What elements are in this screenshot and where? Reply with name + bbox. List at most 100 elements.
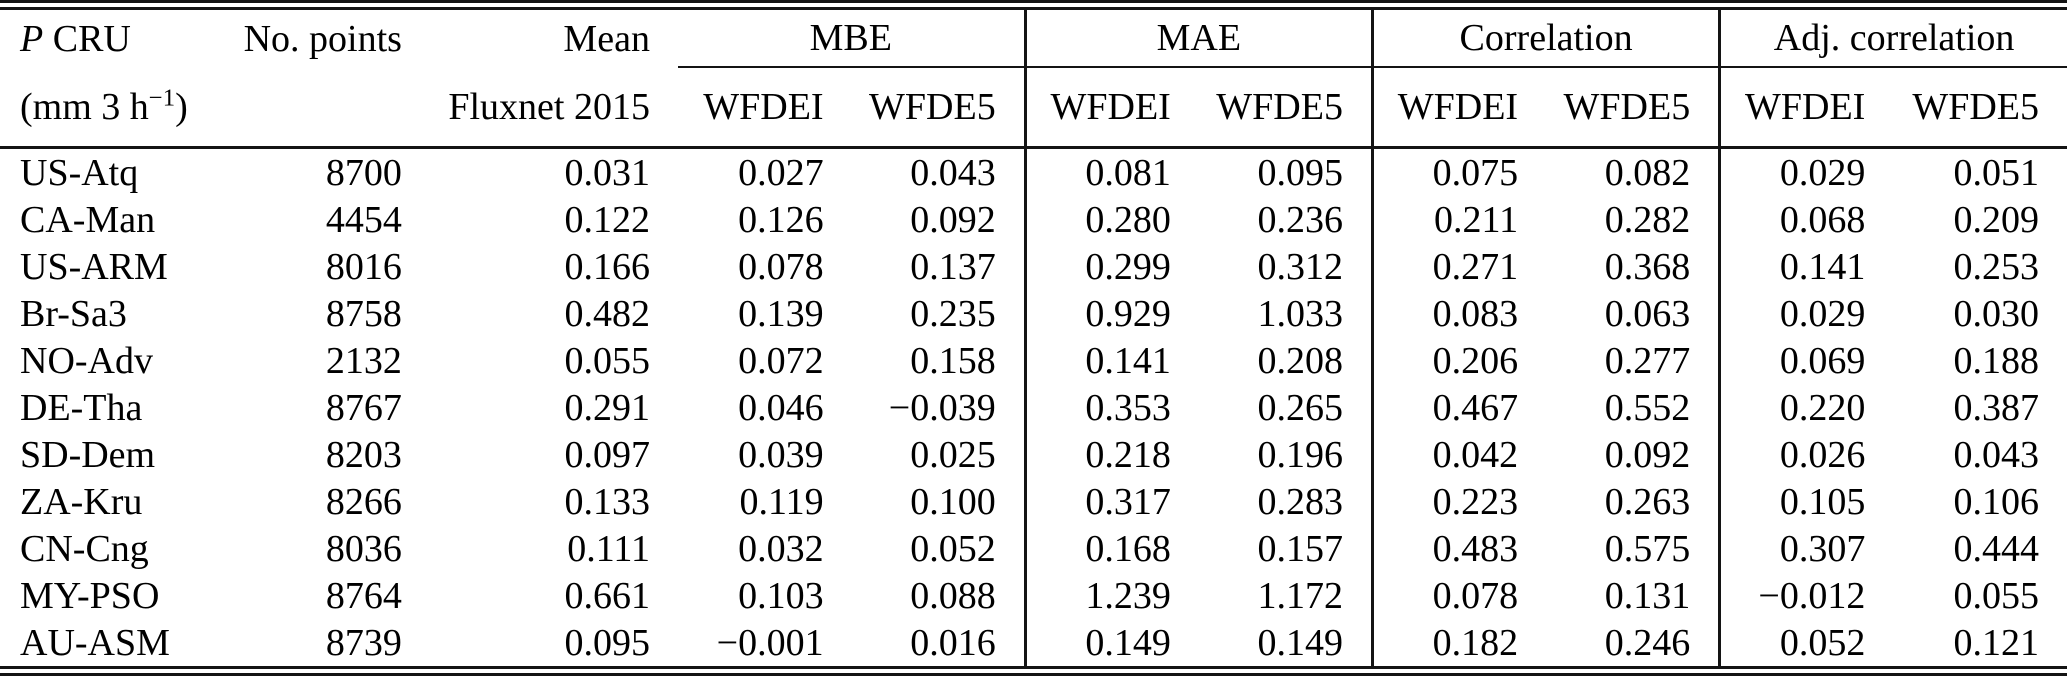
unit-prefix: (mm 3 h — [20, 85, 149, 128]
value-cell: 1.172 — [1257, 574, 1343, 617]
site-col-header: P CRU — [0, 10, 182, 67]
variable-dataset: CRU — [52, 17, 131, 60]
points-cell: 8767 — [325, 386, 402, 429]
value-cell: 0.029 — [1718, 147, 1894, 196]
points-cell: 8203 — [325, 433, 402, 476]
table-row: AU-ASM 8739 0.095 −0.001 0.016 0.149 0.149 0.18… — [0, 619, 2067, 666]
value-cell: 0.052 — [1718, 619, 1894, 666]
value-cell: 0.280 — [1023, 196, 1199, 243]
value-cell: 0.063 — [1604, 292, 1691, 335]
mean-cell: 0.166 — [564, 245, 650, 288]
mean-cell: 0.122 — [564, 198, 650, 241]
value-cell: 0.039 — [738, 433, 824, 476]
value-cell: 0.137 — [910, 245, 996, 288]
mean-cell: 0.482 — [564, 292, 650, 335]
value-cell: 0.467 — [1370, 384, 1547, 431]
value-cell: 0.025 — [910, 433, 996, 476]
value-cell: 0.208 — [1257, 339, 1343, 382]
value-cell: 0.282 — [1604, 198, 1691, 241]
sub-header-wfde5: WFDE5 — [1198, 67, 1373, 149]
value-cell: 1.033 — [1257, 292, 1343, 335]
mean-col-header: Mean — [563, 17, 650, 60]
points-cell: 4454 — [325, 198, 402, 241]
value-cell: 0.307 — [1718, 525, 1894, 572]
value-cell: 0.220 — [1718, 384, 1894, 431]
table-row: SD-Dem 8203 0.097 0.039 0.025 0.218 0.196 0.042… — [0, 431, 2067, 478]
value-cell: 0.131 — [1604, 574, 1691, 617]
value-cell: 0.029 — [1718, 290, 1894, 337]
table-row: ZA-Kru 8266 0.133 0.119 0.100 0.317 0.283 0.223… — [0, 478, 2067, 525]
value-cell: 0.299 — [1023, 243, 1199, 290]
group-header-adj-correlation: Adj. correlation — [1718, 10, 2067, 68]
table-row: US-Atq 8700 0.031 0.027 0.043 0.081 0.095 0.075… — [0, 147, 2067, 196]
value-cell: 0.353 — [1023, 384, 1199, 431]
value-cell: 0.317 — [1023, 478, 1199, 525]
value-cell: 0.552 — [1604, 386, 1691, 429]
sub-header-wfdei: WFDEI — [1370, 67, 1547, 149]
table-row: CN-Cng 8036 0.111 0.032 0.052 0.168 0.157 0.483… — [0, 525, 2067, 572]
value-cell: 0.149 — [1023, 619, 1199, 666]
value-cell: 0.051 — [1953, 151, 2040, 194]
points-cell: 8739 — [325, 621, 402, 664]
mean-cell: 0.111 — [567, 527, 650, 570]
value-cell: −0.039 — [888, 386, 996, 429]
points-cell: 8700 — [325, 151, 402, 194]
points-sub-header-empty — [181, 67, 430, 149]
value-cell: 0.277 — [1604, 339, 1691, 382]
value-cell: 0.218 — [1023, 431, 1199, 478]
site-cell: US-Atq — [20, 151, 139, 194]
results-table: P CRU No. points Mean MBE MAE Correlatio… — [0, 10, 2067, 666]
value-cell: 0.088 — [910, 574, 996, 617]
site-cell: NO-Adv — [20, 339, 153, 382]
mean-cell: 0.661 — [564, 574, 650, 617]
value-cell: 0.052 — [910, 527, 996, 570]
points-cell: 8016 — [325, 245, 402, 288]
value-cell: 0.368 — [1604, 245, 1691, 288]
group-header-row: P CRU No. points Mean MBE MAE Correlatio… — [0, 10, 2067, 68]
value-cell: −0.001 — [716, 621, 824, 664]
value-cell: 0.043 — [910, 151, 996, 194]
sub-header-wfdei: WFDEI — [677, 67, 852, 149]
value-cell: 0.149 — [1257, 621, 1343, 664]
points-cell: 2132 — [325, 339, 402, 382]
value-cell: 0.016 — [910, 621, 996, 664]
value-cell: 0.081 — [1023, 147, 1199, 196]
mean-cell: 0.095 — [564, 621, 650, 664]
site-cell: MY-PSO — [20, 574, 160, 617]
mean-cell: 0.291 — [564, 386, 650, 429]
value-cell: 0.042 — [1370, 431, 1547, 478]
table-row: US-ARM 8016 0.166 0.078 0.137 0.299 0.312 0.271… — [0, 243, 2067, 290]
mean-cell: 0.055 — [564, 339, 650, 382]
value-cell: 1.239 — [1023, 572, 1199, 619]
value-cell: −0.012 — [1718, 572, 1894, 619]
value-cell: 0.105 — [1718, 478, 1894, 525]
value-cell: 0.188 — [1953, 339, 2040, 382]
mean-sub-header: Fluxnet 2015 — [429, 67, 678, 149]
sub-header-wfde5: WFDE5 — [851, 67, 1026, 149]
value-cell: 0.030 — [1953, 292, 2040, 335]
value-cell: 0.082 — [1604, 151, 1691, 194]
value-cell: 0.055 — [1953, 574, 2040, 617]
table-body: US-Atq 8700 0.031 0.027 0.043 0.081 0.095 0.075… — [0, 147, 2067, 666]
value-cell: 0.929 — [1023, 290, 1199, 337]
value-cell: 0.265 — [1257, 386, 1343, 429]
unit-exponent: −1 — [148, 83, 176, 111]
sub-header-wfde5: WFDE5 — [1893, 67, 2067, 149]
value-cell: 0.121 — [1953, 621, 2040, 664]
table-row: DE-Tha 8767 0.291 0.046 −0.039 0.353 0.265 0.46… — [0, 384, 2067, 431]
value-cell: 0.043 — [1953, 433, 2040, 476]
value-cell: 0.100 — [910, 480, 996, 523]
table-head: P CRU No. points Mean MBE MAE Correlatio… — [0, 10, 2067, 149]
sub-header-row: (mm 3 h−1) Fluxnet 2015 WFDEI WFDE5 WFDE… — [0, 67, 2067, 149]
value-cell: 0.483 — [1370, 525, 1547, 572]
bottom-double-rule — [0, 666, 2067, 676]
value-cell: 0.206 — [1370, 337, 1547, 384]
value-cell: 0.068 — [1718, 196, 1894, 243]
mean-cell: 0.031 — [564, 151, 650, 194]
site-cell: SD-Dem — [20, 433, 156, 476]
value-cell: 0.236 — [1257, 198, 1343, 241]
value-cell: 0.026 — [1718, 431, 1894, 478]
mean-cell: 0.097 — [564, 433, 650, 476]
value-cell: 0.158 — [910, 339, 996, 382]
